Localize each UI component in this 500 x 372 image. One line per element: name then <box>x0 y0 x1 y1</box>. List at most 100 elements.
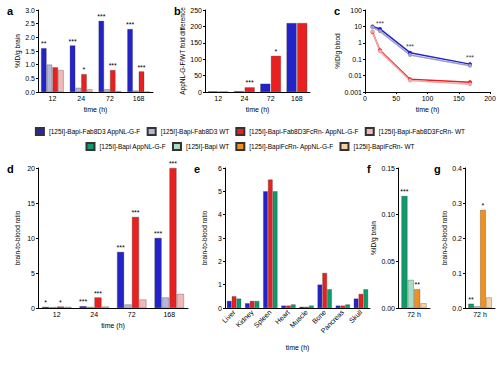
svg-text:time (h): time (h) <box>246 106 270 114</box>
svg-text:c: c <box>334 5 340 17</box>
svg-text:%ID/g brain: %ID/g brain <box>14 34 22 68</box>
svg-text:0.0: 0.0 <box>25 89 35 96</box>
svg-text:***: *** <box>131 209 139 216</box>
svg-text:100: 100 <box>350 7 362 14</box>
svg-text:2.0: 2.0 <box>25 34 35 41</box>
svg-text:d: d <box>7 163 14 175</box>
svg-text:%ID/g blood: %ID/g blood <box>334 33 342 69</box>
svg-text:72: 72 <box>267 95 275 102</box>
svg-text:200: 200 <box>484 95 496 102</box>
svg-text:0: 0 <box>31 305 35 312</box>
svg-text:***: *** <box>466 54 474 61</box>
svg-text:100: 100 <box>422 95 434 102</box>
svg-text:0.4: 0.4 <box>452 165 462 172</box>
svg-text:0.001: 0.001 <box>344 89 362 96</box>
svg-text:6: 6 <box>218 165 222 172</box>
svg-text:0.5: 0.5 <box>25 75 35 82</box>
svg-text:5: 5 <box>31 270 35 277</box>
svg-text:Muscle: Muscle <box>288 308 309 329</box>
svg-text:*: * <box>482 202 485 209</box>
svg-text:20: 20 <box>27 165 35 172</box>
svg-text:Liver: Liver <box>221 308 237 324</box>
svg-text:[125I]-Bapi AppNL-G-F: [125I]-Bapi AppNL-G-F <box>99 143 165 151</box>
svg-text:***: *** <box>109 62 117 69</box>
svg-text:***: *** <box>94 290 102 297</box>
svg-text:Spleen: Spleen <box>252 308 273 329</box>
svg-text:[125I]-Bapi-Fab8D3FcRn- WT: [125I]-Bapi-Fab8D3FcRn- WT <box>379 128 465 136</box>
svg-text:Bone: Bone <box>311 308 328 325</box>
svg-text:5: 5 <box>218 188 222 195</box>
svg-text:168: 168 <box>133 95 145 102</box>
svg-text:1.5: 1.5 <box>25 48 35 55</box>
svg-text:**: ** <box>414 281 420 288</box>
svg-text:0.2: 0.2 <box>452 235 462 242</box>
svg-text:0.15: 0.15 <box>381 165 395 172</box>
svg-text:[125I]-Bapi-Fab8D3 WT: [125I]-Bapi-Fab8D3 WT <box>161 128 230 136</box>
svg-text:time (h): time (h) <box>101 322 125 330</box>
svg-text:0.10: 0.10 <box>381 211 395 218</box>
svg-text:AppNL-G-F/WT fold difference: AppNL-G-F/WT fold difference <box>179 7 187 95</box>
svg-text:time (h): time (h) <box>84 106 108 114</box>
svg-text:f: f <box>367 163 371 175</box>
svg-text:0.0: 0.0 <box>452 305 462 312</box>
svg-text:50: 50 <box>392 95 400 102</box>
svg-text:4: 4 <box>218 211 222 218</box>
svg-text:24: 24 <box>240 95 248 102</box>
svg-text:24: 24 <box>77 95 85 102</box>
svg-text:***: *** <box>154 230 162 237</box>
svg-text:0: 0 <box>363 95 367 102</box>
svg-text:%ID/g brain: %ID/g brain <box>370 221 378 255</box>
svg-text:brain-to-blood ratio: brain-to-blood ratio <box>14 210 21 265</box>
svg-text:3: 3 <box>218 235 222 242</box>
svg-text:***: *** <box>116 244 124 251</box>
svg-text:3.0: 3.0 <box>25 7 35 14</box>
svg-text:**: ** <box>41 40 47 47</box>
svg-text:100: 100 <box>190 56 202 63</box>
svg-text:12: 12 <box>214 95 222 102</box>
svg-text:***: *** <box>246 79 254 86</box>
svg-text:*: * <box>275 48 278 55</box>
svg-text:***: *** <box>400 188 408 195</box>
svg-text:brain-to-blood ratio: brain-to-blood ratio <box>441 210 448 265</box>
svg-text:0.3: 0.3 <box>452 200 462 207</box>
svg-text:0.01: 0.01 <box>348 72 362 79</box>
svg-text:2: 2 <box>218 258 222 265</box>
svg-text:g: g <box>434 163 441 175</box>
svg-text:***: *** <box>79 298 87 305</box>
svg-text:0.00: 0.00 <box>381 305 395 312</box>
svg-text:[125I]-Bapi-Fab8D3 AppNL-G-F: [125I]-Bapi-Fab8D3 AppNL-G-F <box>49 128 140 136</box>
svg-text:Pancreas: Pancreas <box>319 308 345 334</box>
svg-text:*: * <box>83 66 86 73</box>
svg-text:168: 168 <box>163 311 175 318</box>
svg-text:*: * <box>44 299 47 306</box>
svg-text:12: 12 <box>48 95 56 102</box>
svg-text:[125I]-BapiFcRn- WT: [125I]-BapiFcRn- WT <box>353 143 414 151</box>
svg-text:150: 150 <box>453 95 465 102</box>
svg-text:1: 1 <box>358 39 362 46</box>
svg-text:***: *** <box>126 21 134 28</box>
svg-text:***: *** <box>137 64 145 71</box>
svg-text:***: *** <box>376 20 384 27</box>
svg-text:e: e <box>194 163 200 175</box>
svg-text:b: b <box>174 5 181 17</box>
svg-text:1.0: 1.0 <box>25 61 35 68</box>
svg-text:0.1: 0.1 <box>352 56 362 63</box>
svg-text:72 h: 72 h <box>407 311 421 318</box>
svg-text:***: *** <box>68 38 76 45</box>
svg-text:72: 72 <box>106 95 114 102</box>
svg-text:brain-to-blood ratio: brain-to-blood ratio <box>201 210 208 265</box>
svg-text:time (h): time (h) <box>286 344 310 352</box>
svg-text:50: 50 <box>194 72 202 79</box>
svg-text:***: *** <box>169 160 177 167</box>
svg-text:[125I]-BapiFcRn- AppNL-G-F: [125I]-BapiFcRn- AppNL-G-F <box>249 143 333 151</box>
svg-text:***: *** <box>406 43 414 50</box>
svg-text:a: a <box>7 5 14 17</box>
svg-text:0: 0 <box>218 305 222 312</box>
svg-text:72: 72 <box>128 311 136 318</box>
svg-text:0: 0 <box>198 89 202 96</box>
svg-text:72 h: 72 h <box>473 311 487 318</box>
svg-text:*: * <box>59 299 62 306</box>
svg-text:**: ** <box>468 296 474 303</box>
svg-text:200: 200 <box>190 23 202 30</box>
svg-text:0.05: 0.05 <box>381 258 395 265</box>
